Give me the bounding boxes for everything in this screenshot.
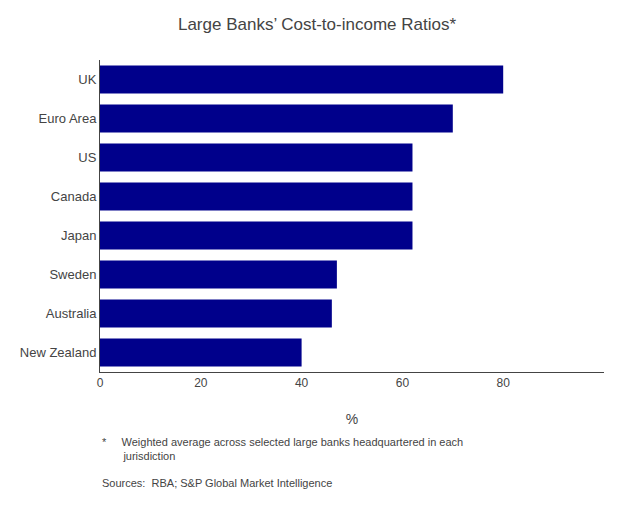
svg-text:Australia: Australia (46, 306, 97, 321)
svg-text:New Zealand: New Zealand (20, 345, 97, 360)
svg-text:UK: UK (78, 72, 96, 87)
svg-text:Euro Area: Euro Area (39, 111, 98, 126)
svg-text:Japan: Japan (61, 228, 96, 243)
svg-text:40: 40 (295, 376, 309, 390)
svg-text:* Weighted average across: * Weighted average across selected large… (102, 436, 463, 462)
svg-text:0: 0 (97, 376, 104, 390)
svg-text:80: 80 (497, 376, 511, 390)
svg-text:20: 20 (194, 376, 208, 390)
svg-text:Sweden: Sweden (49, 267, 96, 282)
svg-text:Large Banks’ Cost-to-income Ra: Large Banks’ Cost-to-income Ratios* (178, 15, 456, 34)
svg-text:Sources: RBA; S&P Global Mark: Sources: RBA; S&P Global Market Intellig… (102, 477, 332, 489)
svg-text:Canada: Canada (51, 189, 97, 204)
svg-text:60: 60 (396, 376, 410, 390)
svg-text:US: US (78, 150, 96, 165)
svg-text:%: % (346, 411, 358, 427)
